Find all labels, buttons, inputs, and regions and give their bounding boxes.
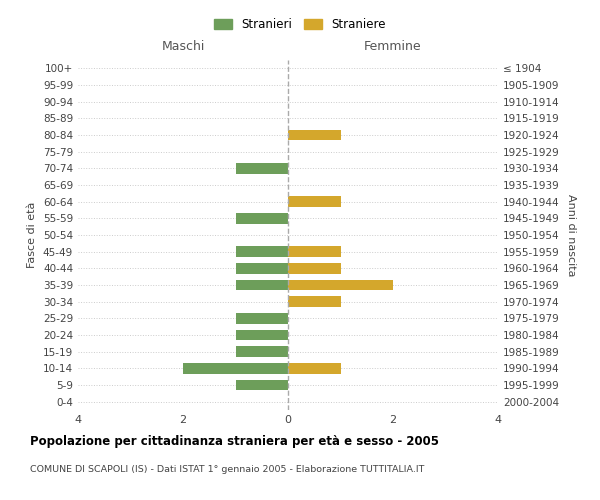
Legend: Stranieri, Straniere: Stranieri, Straniere	[209, 14, 391, 36]
Text: Femmine: Femmine	[364, 40, 422, 53]
Y-axis label: Anni di nascita: Anni di nascita	[566, 194, 576, 276]
Bar	[288, 196, 341, 207]
Bar	[235, 330, 288, 340]
Bar	[288, 280, 393, 290]
Bar	[235, 163, 288, 174]
Bar	[288, 130, 341, 140]
Bar	[288, 363, 341, 374]
Text: Popolazione per cittadinanza straniera per età e sesso - 2005: Popolazione per cittadinanza straniera p…	[30, 435, 439, 448]
Bar	[235, 313, 288, 324]
Bar	[183, 363, 288, 374]
Bar	[288, 246, 341, 257]
Bar	[235, 380, 288, 390]
Bar	[288, 263, 341, 274]
Bar	[235, 346, 288, 357]
Bar	[235, 263, 288, 274]
Text: Maschi: Maschi	[161, 40, 205, 53]
Text: COMUNE DI SCAPOLI (IS) - Dati ISTAT 1° gennaio 2005 - Elaborazione TUTTITALIA.IT: COMUNE DI SCAPOLI (IS) - Dati ISTAT 1° g…	[30, 465, 424, 474]
Bar	[235, 246, 288, 257]
Bar	[235, 213, 288, 224]
Y-axis label: Fasce di età: Fasce di età	[28, 202, 37, 268]
Bar	[235, 280, 288, 290]
Bar	[288, 296, 341, 307]
